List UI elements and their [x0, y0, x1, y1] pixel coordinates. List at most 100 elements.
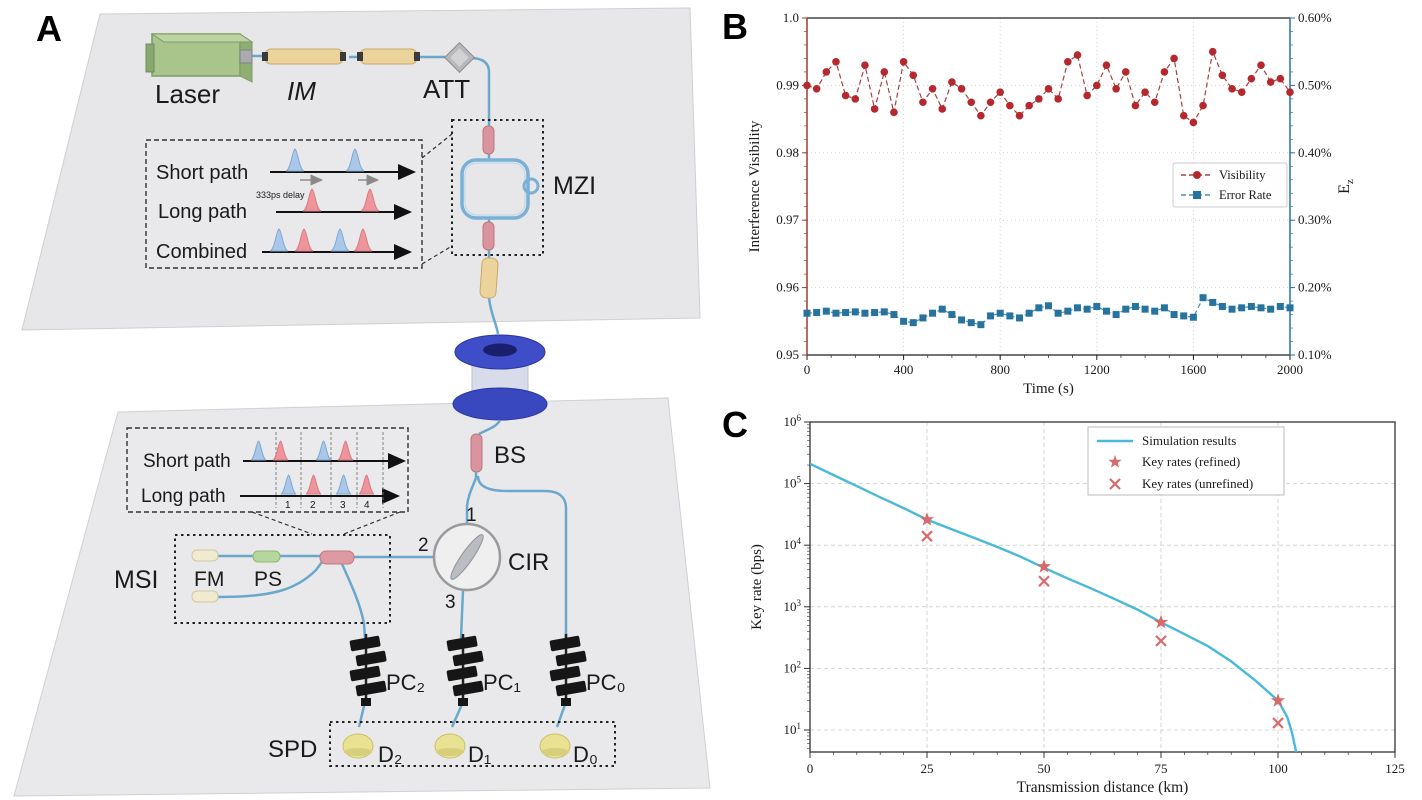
inset-bottom-row2-label: Long path — [141, 486, 226, 507]
svg-text:100: 100 — [1268, 761, 1288, 776]
svg-text:Key rate (bps): Key rate (bps) — [749, 544, 765, 630]
inset-bottom-connector-right — [343, 511, 401, 535]
circulator — [432, 522, 502, 592]
fiber-spool — [452, 334, 548, 421]
fiber-lower-network — [217, 472, 568, 728]
cir-label: CIR — [508, 549, 549, 576]
svg-text:Key rates (unrefined): Key rates (unrefined) — [1142, 476, 1253, 491]
delay-note: 333ps delay — [256, 190, 305, 200]
svg-text:0: 0 — [807, 761, 814, 776]
chart-b-axes: 0 400 800 1200 1600 2000 1.0 0.99 0.98 0.97 0.96 0.… — [747, 10, 1356, 397]
chart-b-legend: Visibility Error Rate — [1172, 162, 1288, 208]
att-label: ATT — [423, 74, 470, 104]
svg-text:50: 50 — [1038, 761, 1051, 776]
panel-a-letter: A — [36, 8, 62, 49]
bs-label: BS — [494, 442, 526, 469]
svg-text:0.98: 0.98 — [776, 145, 799, 160]
svg-text:Error Rate: Error Rate — [1219, 188, 1272, 202]
fm-label: FM — [194, 568, 224, 591]
cir-port2-label: 2 — [418, 535, 429, 556]
cir-port3-label: 3 — [445, 592, 456, 613]
polarization-controller-pc2 — [349, 634, 387, 706]
fiber-spool-out — [478, 419, 502, 436]
pc2-label: PC₂ — [386, 670, 425, 695]
intensity-modulators — [262, 48, 420, 65]
detectors — [342, 733, 571, 759]
inset-bottom-pulses — [240, 432, 406, 508]
spd-dashed-box — [329, 721, 616, 767]
chart-c-legend: Simulation results Key rates (refined) Key… — [1087, 426, 1285, 496]
svg-text:0.95: 0.95 — [776, 347, 799, 362]
svg-text:104: 104 — [784, 536, 802, 552]
pulse-number-1: 1 — [285, 500, 291, 511]
svg-text:1200: 1200 — [1084, 362, 1110, 377]
svg-text:103: 103 — [784, 598, 802, 614]
svg-text:1.0: 1.0 — [783, 10, 799, 25]
svg-text:0.50%: 0.50% — [1298, 77, 1332, 92]
svg-text:101: 101 — [784, 721, 802, 737]
laser-label: Laser — [155, 79, 220, 109]
laser-device — [145, 33, 254, 83]
inset-bottom-row1-label: Short path — [143, 451, 231, 472]
right-axis-label: Ez — [1336, 179, 1356, 194]
attenuator — [443, 41, 476, 74]
svg-text:Key rates (refined): Key rates (refined) — [1142, 454, 1240, 469]
pc0-label: PC₀ — [586, 670, 626, 695]
mzi-label: MZI — [553, 172, 596, 200]
key-rates-unrefined — [921, 530, 1284, 729]
pulse-number-4: 4 — [364, 500, 370, 511]
svg-text:0.10%: 0.10% — [1298, 347, 1332, 362]
svg-text:105: 105 — [784, 475, 802, 491]
key-rates-refined — [919, 512, 1286, 707]
simulation-curve — [810, 462, 1298, 752]
svg-text:75: 75 — [1155, 761, 1168, 776]
svg-text:25: 25 — [921, 761, 934, 776]
svg-text:125: 125 — [1385, 761, 1405, 776]
polarization-controller-pc0 — [549, 634, 587, 706]
svg-text:Visibility: Visibility — [1219, 168, 1266, 182]
svg-text:Transmission distance (km): Transmission distance (km) — [1017, 779, 1189, 796]
svg-text:0.30%: 0.30% — [1298, 212, 1332, 227]
pc1-label: PC₁ — [483, 670, 521, 695]
svg-text:Interference Visibility: Interference Visibility — [747, 120, 763, 252]
ps-label: PS — [254, 568, 282, 591]
fiber-connector-component — [479, 257, 499, 299]
svg-text:Simulation results: Simulation results — [1142, 433, 1236, 448]
im-label: IM — [287, 76, 316, 106]
svg-text:800: 800 — [990, 362, 1010, 377]
svg-text:1600: 1600 — [1180, 362, 1206, 377]
pulse-number-2: 2 — [310, 500, 316, 511]
svg-text:0.96: 0.96 — [776, 280, 799, 295]
svg-text:102: 102 — [784, 659, 802, 675]
svg-text:0.99: 0.99 — [776, 77, 799, 92]
panel-c-letter: C — [722, 404, 748, 445]
d2-label: D₂ — [378, 742, 402, 767]
inset-top-row1-label: Short path — [156, 162, 248, 184]
error-rate-series — [803, 294, 1294, 329]
mzi-dashed-box — [451, 119, 544, 256]
inset-top-row2-label: Long path — [158, 201, 247, 223]
d0-label: D₀ — [573, 742, 598, 767]
visibility-error-chart: 0 400 800 1200 1600 2000 1.0 0.99 0.98 0.97 0.96 0.… — [747, 10, 1356, 397]
spd-label: SPD — [268, 736, 317, 763]
key-rate-chart: 0 25 50 75 100 125 106 105 104 103 102 101 Transmiss… — [749, 413, 1405, 796]
experimental-setup-diagram: Laser IM ATT MZI Short — [13, 7, 711, 797]
panel-b-letter: B — [722, 6, 748, 47]
svg-text:0.40%: 0.40% — [1298, 145, 1332, 160]
visibility-series — [803, 47, 1294, 127]
svg-text:106: 106 — [784, 413, 802, 429]
beam-splitter — [470, 433, 483, 473]
svg-text:400: 400 — [894, 362, 914, 377]
svg-text:0.97: 0.97 — [776, 212, 799, 227]
chart-c-axes: 0 25 50 75 100 125 106 105 104 103 102 101 Transmiss… — [749, 413, 1405, 796]
inset-top-pulses — [262, 148, 416, 260]
pulse-number-3: 3 — [340, 500, 346, 511]
inset-top-row3-label: Combined — [156, 241, 247, 263]
msi-label: MSI — [114, 566, 158, 594]
msi-dashed-box — [174, 534, 391, 624]
cir-port1-label: 1 — [466, 505, 477, 526]
d1-label: D₁ — [468, 742, 491, 767]
inset-top-connector-lower — [421, 245, 453, 265]
msi-components — [191, 549, 355, 603]
